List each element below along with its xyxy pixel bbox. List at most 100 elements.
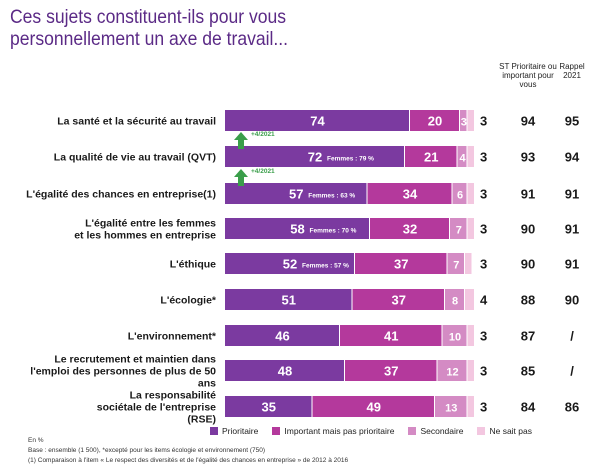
- bar-segment-2: [352, 289, 444, 310]
- bar-segment-1: [225, 360, 344, 381]
- bar-segment-4: [465, 289, 474, 310]
- legend-label-important: Important mais pas prioritaire: [284, 426, 395, 436]
- bar-segment-1: [225, 396, 312, 417]
- category-label: L'égalité entre les femmes: [85, 218, 216, 230]
- category-label: La responsabilité: [130, 390, 217, 402]
- bar-segment-1: [225, 325, 339, 346]
- bar-segment-2: [410, 110, 459, 131]
- bar-segment-3: [460, 110, 467, 131]
- category-label: ans: [198, 378, 216, 390]
- evolution-annotation: +4/2021: [251, 131, 275, 138]
- st-value: 87: [521, 329, 535, 344]
- bar-value-label: 34: [403, 187, 418, 202]
- bar-value-label: 21: [424, 150, 438, 165]
- bar-segment-4: [465, 253, 472, 274]
- legend-label-secondaire: Secondaire: [420, 426, 464, 436]
- bar-value-label: 46: [275, 329, 289, 344]
- bar-value-label: 10: [449, 332, 461, 344]
- bar-segment-3: [447, 253, 464, 274]
- legend-swatch-secondaire: [408, 427, 417, 435]
- unit-note: En %: [28, 437, 44, 444]
- legend-item-secondaire: Secondaire: [408, 426, 463, 436]
- bar-segment-4: [467, 218, 474, 239]
- rappel-value: 91: [565, 222, 579, 237]
- bar-value-label: 58: [290, 222, 304, 237]
- bar-value-label: 74: [310, 114, 325, 129]
- bar-value-label: 72: [308, 150, 322, 165]
- bar-value-label: 37: [384, 364, 398, 379]
- bar-value-label: 6: [457, 190, 463, 202]
- bar-segment-2: [312, 396, 434, 417]
- chart-legend: Prioritaire Important mais pas prioritai…: [210, 426, 532, 436]
- category-label: L'éthique: [170, 259, 216, 271]
- femmes-label: Femmes : 57 %: [302, 263, 349, 270]
- up-arrow-icon: [234, 169, 248, 186]
- base-note: Base : ensemble (1 500), *excepté pour l…: [28, 447, 266, 454]
- rappel-value: 90: [565, 293, 579, 308]
- bar-value-label: 20: [428, 114, 442, 129]
- bar-segment-3: [442, 325, 467, 346]
- bar-segment-4: [467, 183, 474, 204]
- bar-segment-1: [225, 218, 369, 239]
- bar-value-label: 8: [452, 296, 458, 308]
- bar-value-label-nsp: 3: [480, 114, 487, 129]
- bar-value-label: 52: [283, 257, 297, 272]
- rappel-value: 95: [565, 114, 579, 129]
- bar-value-label-nsp: 3: [480, 257, 487, 272]
- legend-label-nsp: Ne sait pas: [489, 426, 532, 436]
- bar-value-label-nsp: 3: [480, 150, 487, 165]
- bar-segment-1: [225, 289, 352, 310]
- chart-title: Ces sujets constituent-ils pour vous per…: [10, 6, 289, 50]
- bar-segment-1: [225, 110, 409, 131]
- bar-value-label: 48: [278, 364, 292, 379]
- bar-segment-3: [445, 289, 464, 310]
- footnote: (1) Comparaison à l'item « Le respect de…: [28, 457, 349, 464]
- bar-segment-2: [340, 325, 442, 346]
- category-label: La santé et la sécurité au travail: [57, 116, 216, 128]
- bar-value-label: 4: [459, 153, 466, 165]
- category-label: l'emploi des personnes de plus de 50: [30, 366, 216, 378]
- rappel-value: 94: [565, 150, 580, 165]
- evolution-annotation: +4/2021: [251, 168, 275, 175]
- rappel-column-header: Rappel 2021: [559, 62, 585, 80]
- bar-segment-1: [225, 183, 367, 204]
- bar-value-label: 41: [384, 329, 398, 344]
- bar-value-label: 37: [392, 293, 406, 308]
- rappel-value: /: [570, 329, 574, 344]
- category-label: La qualité de vie au travail (QVT): [54, 152, 216, 164]
- bar-value-label: 51: [282, 293, 296, 308]
- category-label: et les hommes en entreprise: [74, 230, 216, 242]
- bar-segment-3: [457, 146, 467, 167]
- bar-segment-2: [345, 360, 437, 381]
- st-column-header: ST Prioritaire ou important pour vous: [499, 62, 557, 89]
- femmes-label: Femmes : 70 %: [310, 228, 357, 235]
- bar-segment-3: [435, 396, 467, 417]
- bar-segment-2: [370, 218, 449, 239]
- legend-item-nsp: Ne sait pas: [477, 426, 532, 436]
- bar-value-label: 35: [262, 400, 276, 415]
- bar-value-label: 57: [289, 187, 303, 202]
- rappel-value: 91: [565, 187, 579, 202]
- st-value: 94: [521, 114, 536, 129]
- bar-segment-3: [452, 183, 467, 204]
- bar-value-label: 13: [445, 403, 457, 415]
- rappel-value: 91: [565, 257, 579, 272]
- bar-segment-4: [467, 360, 474, 381]
- femmes-label: Femmes : 63 %: [308, 193, 355, 200]
- legend-label-prioritaire: Prioritaire: [222, 426, 259, 436]
- legend-swatch-nsp: [477, 427, 486, 435]
- bar-value-label-nsp: 3: [480, 187, 487, 202]
- st-value: 84: [521, 400, 536, 415]
- bar-value-label: 32: [403, 222, 417, 237]
- legend-item-important: Important mais pas prioritaire: [272, 426, 394, 436]
- category-label: L'égalité des chances en entreprise(1): [26, 189, 216, 201]
- up-arrow-icon: [234, 132, 248, 149]
- bar-value-label: 37: [394, 257, 408, 272]
- legend-swatch-important: [272, 427, 281, 435]
- bar-value-label-nsp: 3: [480, 364, 487, 379]
- bar-value-label: 49: [367, 400, 381, 415]
- category-label: sociétale de l'entreprise: [97, 402, 216, 414]
- category-label: Le recrutement et maintien dans: [54, 354, 216, 366]
- bar-value-label: 3: [461, 117, 467, 129]
